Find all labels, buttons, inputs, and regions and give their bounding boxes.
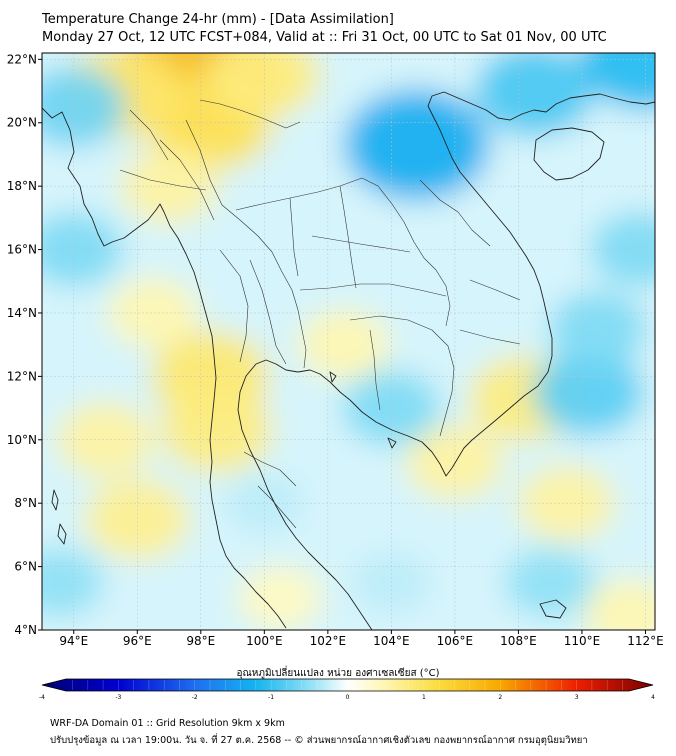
colorbar-tick-label: -4: [39, 694, 45, 701]
y-tick-label: 6°N: [14, 560, 37, 574]
colorbar-tick-label: 1: [422, 694, 426, 701]
colorbar: -4 -3 -2 -1 0 1 2 3 4: [39, 678, 655, 701]
colorbar-title: อุณหภูมิเปลี่ยนแปลง หน่วย องศาเซลเซียส (…: [236, 668, 440, 679]
colorbar-tick-label: 0: [346, 694, 350, 701]
x-tick-label: 98°E: [186, 634, 215, 648]
chart-title: Temperature Change 24-hr (mm) - [Data As…: [42, 12, 394, 27]
field-blob: [56, 402, 155, 478]
field-blob: [161, 387, 273, 474]
field-blob: [42, 547, 104, 618]
coastlines-and-borders: [42, 91, 655, 630]
field-blob: [584, 579, 655, 630]
y-tick-label: 20°N: [7, 116, 37, 130]
field-blob: [344, 89, 490, 201]
x-tick-label: 112°E: [627, 634, 664, 648]
y-tick-label: 16°N: [7, 243, 37, 257]
field-blob: [238, 565, 323, 630]
field-blob: [504, 547, 596, 618]
x-tick-label: 94°E: [59, 634, 88, 648]
x-tick-label: 100°E: [246, 634, 283, 648]
y-tick-label: 18°N: [7, 179, 37, 193]
temperature-field: [42, 53, 655, 630]
y-tick-label: 8°N: [14, 496, 37, 510]
y-tick-label: 10°N: [7, 433, 37, 447]
colorbar-gradient: [41, 678, 654, 692]
latitude-axis: 22°N 20°N 18°N 16°N 14°N 12°N 10°N 8°N 6°N 4°N: [7, 52, 42, 637]
x-tick-label: 102°E: [310, 634, 347, 648]
field-blob: [107, 277, 199, 348]
chart-subtitle: Monday 27 Oct, 12 UTC FCST+084, Valid at…: [42, 30, 607, 45]
footer-model-info: WRF-DA Domain 01 :: Grid Resolution 9km …: [50, 718, 285, 729]
field-blob: [548, 291, 647, 367]
y-tick-label: 14°N: [7, 306, 37, 320]
field-blob: [225, 473, 304, 533]
colorbar-tick-label: 2: [498, 694, 502, 701]
longitude-axis: 94°E 96°E 98°E 100°E 102°E 104°E 106°E 108°E 110…: [59, 630, 664, 648]
colorbar-tick-label: 3: [575, 694, 579, 701]
y-tick-label: 22°N: [7, 52, 37, 66]
x-tick-label: 106°E: [437, 634, 474, 648]
field-blob: [298, 309, 390, 380]
colorbar-tick-label: 4: [651, 694, 655, 701]
field-blob: [42, 66, 127, 148]
colorbar-tick-label: -1: [268, 694, 274, 701]
field-blob: [579, 53, 655, 110]
field-blob: [532, 349, 644, 436]
field-blob: [85, 478, 190, 560]
x-tick-label: 96°E: [123, 634, 152, 648]
field-blob: [120, 148, 218, 224]
colorbar-tick-label: -2: [192, 694, 198, 701]
x-tick-label: 104°E: [373, 634, 410, 648]
y-tick-label: 4°N: [14, 623, 37, 637]
x-tick-label: 110°E: [564, 634, 601, 648]
field-blob: [475, 53, 594, 137]
colorbar-tick-label: -3: [115, 694, 121, 701]
admin-boundaries: [119, 99, 521, 529]
x-tick-label: 108°E: [500, 634, 537, 648]
field-blob: [342, 370, 441, 446]
y-tick-label: 12°N: [7, 369, 37, 383]
footer-credit: ปรับปรุงข้อมูล ณ เวลา 19:00น. วัน จ. ที่…: [50, 735, 588, 746]
